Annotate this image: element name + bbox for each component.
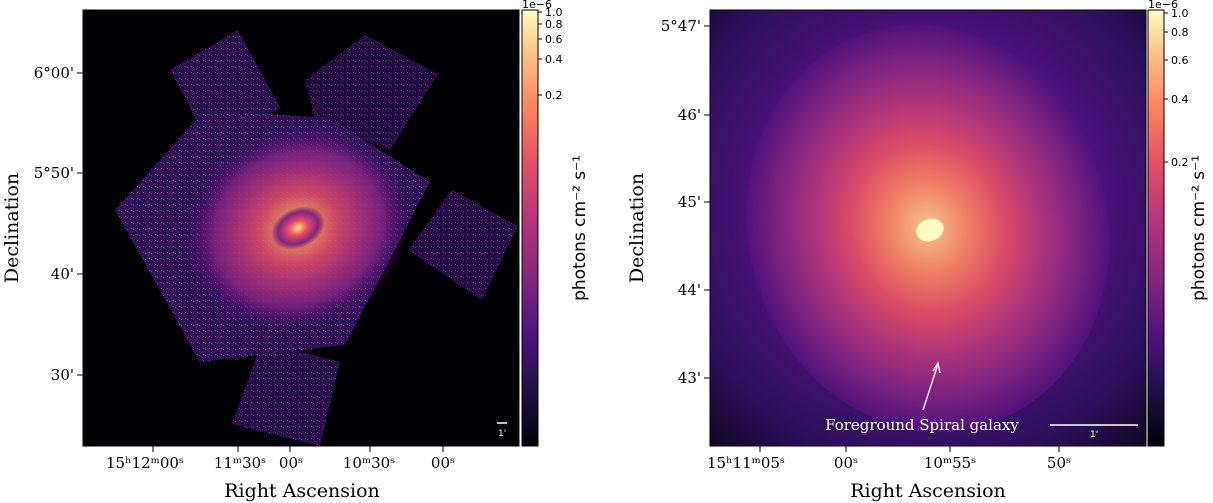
left-colorbar-tick: 0.8 [545, 18, 563, 31]
right-ytick-label: 5°47' [661, 17, 701, 35]
left-ytick-label: 5°50' [34, 164, 74, 182]
right-scalebar-label: 1' [1090, 430, 1098, 440]
left-colorbar-tick: 0.2 [545, 89, 563, 102]
left-ytick-label: 30' [51, 366, 74, 384]
left-scalebar-label: 1' [498, 429, 506, 439]
right-colorbar-tick: 1.0 [1171, 7, 1189, 20]
right-xtick-label: 10ᵐ55ˢ [924, 454, 976, 472]
left-y-ticks: 6°00' 5°50' 40' 30' [34, 64, 83, 384]
left-panel: 1' 6°00' 5°50' 40' 30' 15ʰ12ᵐ00ˢ 11ᵐ30ˢ … [1, 0, 590, 502]
left-xtick-label: 10ᵐ30ˢ [343, 454, 395, 472]
left-xtick-label: 15ʰ12ᵐ00ˢ [106, 454, 184, 472]
left-colorbar: 1e−6 1.0 0.8 0.6 0.4 0.2 photons cm⁻² s⁻… [521, 0, 590, 447]
left-xtick-label: 00ˢ [431, 454, 455, 472]
right-colorbar-tick: 0.2 [1171, 156, 1189, 169]
annotation-arrow [922, 363, 939, 411]
right-colorbar-exponent: 1e−6 [1148, 0, 1178, 11]
left-image-frame [82, 9, 520, 447]
right-colorbar-gradient [1147, 9, 1165, 447]
right-xlabel: Right Ascension [850, 480, 1006, 502]
right-ytick-label: 45' [678, 193, 701, 211]
right-colorbar-tick: 0.8 [1171, 26, 1189, 39]
right-colorbar: 1e−6 1.0 0.8 0.6 0.4 0.2 photons cm⁻² s⁻… [1147, 0, 1209, 447]
annotation-arrowhead [932, 361, 941, 374]
right-xtick-label: 15ʰ11ᵐ05ˢ [707, 454, 785, 472]
left-x-ticks: 15ʰ12ᵐ00ˢ 11ᵐ30ˢ 00ˢ 10ᵐ30ˢ 00ˢ [106, 446, 455, 472]
right-image-frame [709, 9, 1147, 447]
left-ytick-label: 6°00' [34, 64, 74, 82]
left-ytick-label: 40' [51, 265, 74, 283]
annotation-label: Foreground Spiral galaxy [825, 416, 1019, 434]
tile-bottom [232, 342, 340, 446]
tile-top-right [305, 35, 438, 150]
right-ytick-label: 43' [678, 369, 701, 387]
right-x-ticks: 15ʰ11ᵐ05ˢ 00ˢ 10ᵐ55ˢ 50ˢ [707, 446, 1071, 472]
right-ytick-label: 44' [678, 281, 701, 299]
right-y-ticks: 5°47' 46' 45' 44' 43' [661, 17, 710, 387]
left-xtick-label: 00ˢ [279, 454, 303, 472]
right-ytick-label: 46' [678, 106, 701, 124]
left-xtick-label: 11ᵐ30ˢ [214, 454, 266, 472]
left-colorbar-exponent: 1e−6 [522, 0, 552, 11]
left-ylabel: Declination [1, 173, 23, 283]
right-ylabel: Declination [626, 173, 648, 283]
left-colorbar-tick: 0.4 [545, 53, 563, 66]
right-colorbar-label: photons cm⁻² s⁻¹ [1189, 155, 1209, 301]
tile-right [408, 190, 518, 300]
right-colorbar-tick: 0.4 [1171, 93, 1189, 106]
left-colorbar-label: photons cm⁻² s⁻¹ [570, 155, 590, 301]
right-colorbar-tick: 0.6 [1171, 54, 1189, 67]
left-galaxy-core [271, 206, 325, 250]
left-colorbar-gradient [521, 9, 539, 447]
left-colorbar-tick: 1.0 [545, 6, 563, 19]
right-xtick-label: 00ˢ [834, 454, 858, 472]
right-xtick-label: 50ˢ [1047, 454, 1071, 472]
right-panel: Foreground Spiral galaxy 1' 5°47' 46' 45… [626, 0, 1209, 502]
left-colorbar-tick: 0.6 [545, 33, 563, 46]
right-galaxy-core [916, 218, 944, 242]
left-xlabel: Right Ascension [224, 480, 380, 502]
